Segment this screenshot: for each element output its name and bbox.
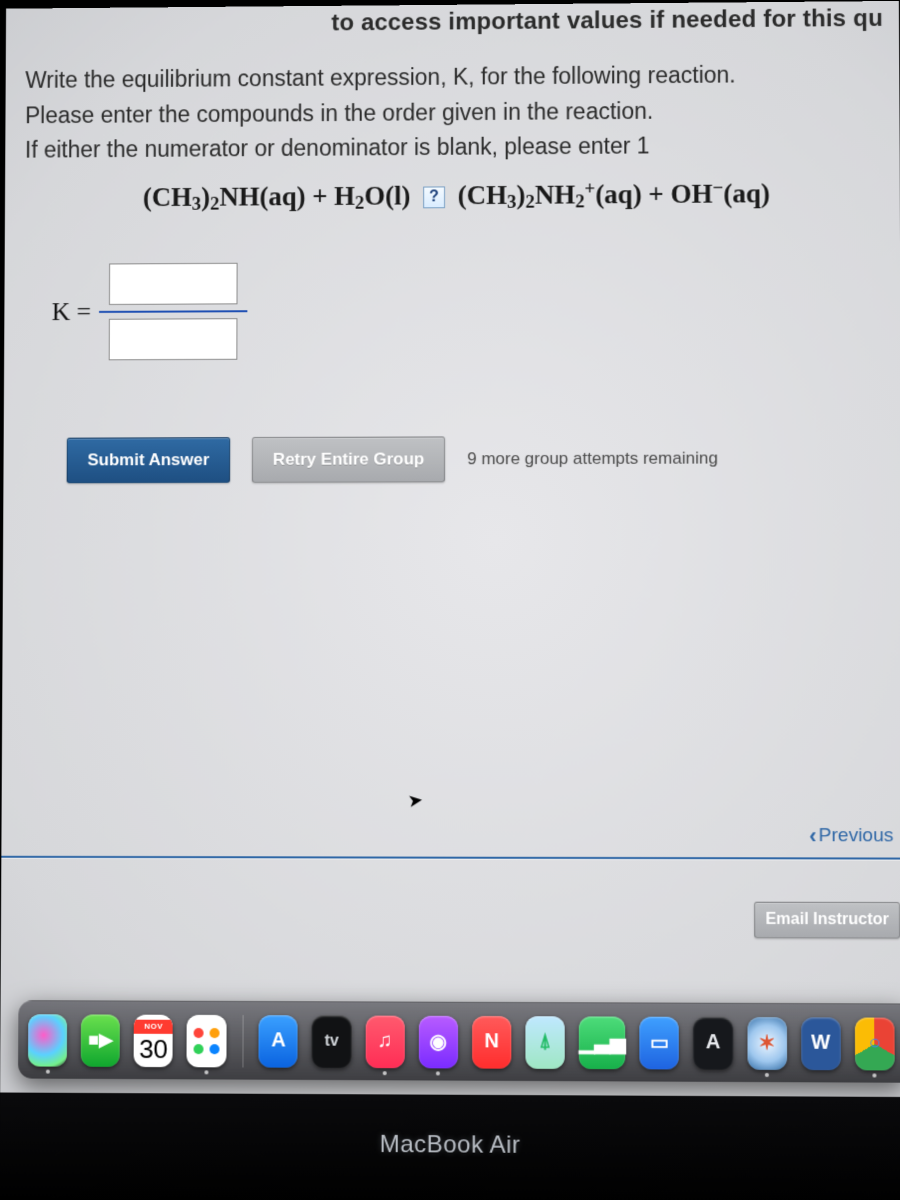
- references-hint: to access important values if needed for…: [25, 1, 883, 63]
- k-label: K =: [52, 297, 92, 327]
- font-icon[interactable]: A: [693, 1016, 733, 1069]
- instruction-line: Please enter the compounds in the order …: [25, 92, 883, 133]
- chevron-left-icon: ‹: [809, 823, 817, 849]
- question-panel: to access important values if needed for…: [3, 1, 900, 484]
- appstore-icon[interactable]: A: [259, 1015, 298, 1068]
- maps-icon[interactable]: ⍋: [525, 1016, 564, 1069]
- k-expression: K =: [51, 259, 884, 360]
- previous-link[interactable]: ‹ Previous: [809, 823, 893, 849]
- music-icon[interactable]: ♫: [365, 1015, 404, 1068]
- keynote-icon[interactable]: ▭: [640, 1016, 680, 1069]
- cursor-icon: ➤: [407, 789, 425, 812]
- chrome-icon[interactable]: ○: [855, 1017, 895, 1070]
- dock-area: ■▶ NOV 30 Atv♫◉N⍋▁▃▅▭A✶W○: [18, 1000, 900, 1085]
- news-icon[interactable]: N: [472, 1015, 511, 1068]
- retry-button[interactable]: Retry Entire Group: [252, 437, 445, 483]
- calendar-icon[interactable]: NOV 30: [134, 1014, 173, 1067]
- previous-label: Previous: [819, 825, 894, 847]
- action-row: Submit Answer Retry Entire Group 9 more …: [67, 435, 886, 483]
- calendar-day: 30: [139, 1035, 168, 1061]
- fraction: [99, 263, 248, 361]
- screen: to access important values if needed for…: [0, 1, 900, 1200]
- safari-icon[interactable]: ✶: [747, 1017, 787, 1070]
- facetime-icon[interactable]: ■▶: [81, 1014, 120, 1066]
- equilibrium-icon[interactable]: ?: [423, 187, 445, 209]
- denominator-input[interactable]: [109, 318, 238, 360]
- fraction-bar: [99, 310, 247, 313]
- calendar-month: NOV: [134, 1019, 173, 1033]
- reminders-icon[interactable]: [187, 1014, 226, 1067]
- dock-separator: [242, 1015, 243, 1067]
- instructions: Write the equilibrium constant expressio…: [25, 57, 884, 169]
- divider: [1, 856, 900, 860]
- tv-icon[interactable]: tv: [312, 1015, 351, 1068]
- email-instructor-button[interactable]: Email Instructor: [754, 902, 900, 939]
- dock: ■▶ NOV 30 Atv♫◉N⍋▁▃▅▭A✶W○: [18, 1000, 900, 1083]
- instruction-line: If either the numerator or denominator i…: [25, 127, 884, 168]
- numbers-icon[interactable]: ▁▃▅: [579, 1016, 626, 1069]
- word-icon[interactable]: W: [801, 1017, 841, 1070]
- siri-icon[interactable]: [28, 1014, 67, 1066]
- numerator-input[interactable]: [109, 263, 238, 305]
- laptop-label: MacBook Air: [0, 1129, 900, 1162]
- podcasts-icon[interactable]: ◉: [419, 1015, 458, 1068]
- submit-button[interactable]: Submit Answer: [67, 437, 231, 483]
- reaction-equation: (CH3)2NH(aq) + H2O(l) ? (CH3)2NH2+(aq) +…: [143, 177, 884, 216]
- attempts-remaining: 9 more group attempts remaining: [467, 449, 718, 470]
